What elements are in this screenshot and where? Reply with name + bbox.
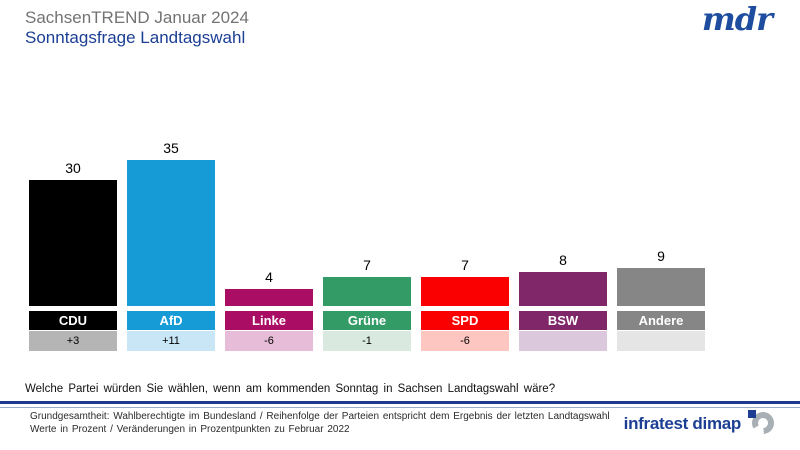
bar-area: 7	[323, 140, 411, 306]
chart-column-grüne: 7 Grüne -1	[323, 140, 411, 351]
party-label-band: SPD	[421, 311, 509, 330]
change-value-band	[617, 331, 705, 351]
bar-value-label: 35	[163, 140, 179, 156]
change-value-band: -6	[421, 331, 509, 351]
change-value-band: +11	[127, 331, 215, 351]
methodology-line-2: Werte in Prozent / Veränderungen in Proz…	[30, 423, 350, 435]
party-label-band: BSW	[519, 311, 607, 330]
bar-area: 7	[421, 140, 509, 306]
bar-value-label: 7	[461, 256, 469, 273]
chart-column-linke: 4 Linke -6	[225, 140, 313, 351]
bar-area: 9	[617, 140, 705, 306]
bar-andere	[617, 268, 705, 306]
bar-value-label: 9	[657, 248, 665, 265]
change-value-band: -6	[225, 331, 313, 351]
bar-area: 8	[519, 140, 607, 306]
bar-area: 35	[127, 140, 215, 306]
chart-column-spd: 7 SPD -6	[421, 140, 509, 351]
header: SachsenTREND Januar 2024 Sonntagsfrage L…	[25, 8, 249, 48]
chart-title: Sonntagsfrage Landtagswahl	[25, 28, 246, 47]
change-value-band: -1	[323, 331, 411, 351]
infratest-dimap-label: infratest dimap	[623, 414, 742, 433]
bar-value-label: 30	[65, 160, 81, 176]
bar-cdu	[29, 180, 117, 306]
bar-linke	[225, 289, 313, 306]
bar-value-label: 7	[363, 256, 371, 273]
methodology-line-1: Grundgesamtheit: Wahlberechtigte im Bund…	[30, 411, 610, 422]
chart-column-bsw: 8 BSW	[519, 140, 607, 351]
bar-afd	[127, 160, 215, 306]
bar-value-label: 8	[559, 252, 567, 269]
bar-area: 4	[225, 140, 313, 306]
party-label-band: Andere	[617, 311, 705, 330]
chart-column-afd: 35 AfD +11	[127, 140, 215, 351]
infratest-dimap-icon	[748, 408, 774, 440]
mdr-logo: mdr	[701, 0, 773, 38]
change-value-band	[519, 331, 607, 351]
survey-question: Welche Partei würden Sie wählen, wenn am…	[25, 383, 556, 395]
bar-bsw	[519, 272, 607, 306]
bar-grüne	[323, 276, 411, 306]
bar-value-label: 4	[265, 269, 273, 286]
bar-chart: 30 CDU +3 35 AfD +11 4 Linke -6 7 Grüne -1 7 SPD -6 8 BS…	[29, 140, 705, 351]
separator-rule	[0, 401, 800, 408]
party-label-band: Grüne	[323, 311, 411, 330]
methodology-note: Grundgesamtheit: Wahlberechtigte im Bund…	[30, 411, 610, 436]
chart-column-andere: 9 Andere	[617, 140, 705, 351]
party-label-band: Linke	[225, 311, 313, 330]
change-value-band: +3	[29, 331, 117, 351]
chart-column-cdu: 30 CDU +3	[29, 140, 117, 351]
party-label-band: CDU	[29, 311, 117, 330]
party-label-band: AfD	[127, 311, 215, 330]
chart-supertitle: SachsenTREND Januar 2024	[25, 8, 249, 27]
bar-area: 30	[29, 140, 117, 306]
bar-spd	[421, 276, 509, 306]
infratest-dimap-logo: infratest dimap	[624, 408, 774, 440]
